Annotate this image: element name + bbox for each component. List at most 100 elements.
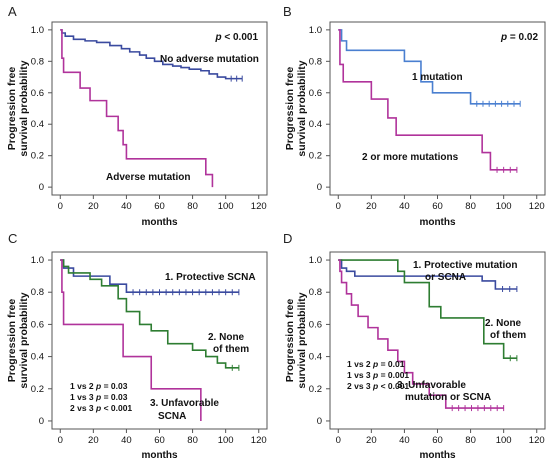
panel-d-xtick-label: 20 [366, 435, 377, 446]
panel-b-ytick-label: 0.2 [309, 151, 322, 162]
panel-d-comparison-part-1: p [372, 381, 378, 391]
panel-c-comparison: 1 vs 2 p = 0.03 [70, 381, 128, 391]
panel-c-ytick-label: 0.4 [31, 352, 44, 363]
panel-d-curve-label: 2. None [485, 318, 522, 329]
panel-d-ylabel: Progression freesurvival probability [284, 292, 308, 388]
panel-c-series-3-curve [60, 259, 202, 421]
panel-d-curve-label: mutation or SCNA [405, 392, 491, 403]
panel-a-ytick-label: 0 [39, 182, 44, 193]
panel-d-ytick-label: 1.0 [309, 255, 322, 266]
panel-b-xtick-label: 0 [336, 201, 341, 212]
panel-c-curve-label: 2. None [208, 332, 245, 343]
panel-c-comparison: 1 vs 3 p = 0.03 [70, 392, 128, 402]
panel-c-comparison-part-2: = 0.03 [101, 381, 128, 391]
panel-c-ytick-label: 0 [39, 416, 44, 427]
panel-c-xtick-label: 0 [58, 435, 63, 446]
panel-d-comparison-part-2: = 0.001 [378, 370, 409, 380]
panel-d-xlabel: months [419, 450, 456, 461]
panel-a-xtick-label: 120 [251, 201, 267, 212]
panel-d-comparison-part-1: p [372, 370, 378, 380]
panel-d-letter: D [283, 231, 292, 246]
panel-c-ytick-label: 0.2 [31, 384, 44, 395]
panel-c-xlabel: months [141, 450, 178, 461]
panel-d-series-1-curve [338, 259, 517, 290]
panel-a-xtick-label: 40 [121, 201, 132, 212]
panel-a-pvalue-part-0: p [214, 32, 221, 43]
panel-b-ylabel: Progression freesurvival probability [284, 60, 308, 156]
panel-d-curve-label: of them [490, 330, 526, 341]
panel-d-comparison-part-0: 1 vs 3 [347, 370, 373, 380]
panel-a-xtick-label: 80 [187, 201, 198, 212]
panel-b-xtick-label: 40 [399, 201, 410, 212]
panel-b-xtick-label: 20 [366, 201, 377, 212]
panel-b-ytick-label: 0.6 [309, 88, 322, 99]
panel-a-pvalue-part-1: < 0.001 [222, 32, 259, 43]
panel-d-ytick-label: 0.2 [309, 384, 322, 395]
panel-b-xlabel: months [419, 217, 456, 228]
panel-d-comparison: 2 vs 3 p < 0.001 [347, 381, 409, 391]
panel-d-series-2-curve [338, 259, 517, 359]
panel-d-ylabel-line: Progression free [284, 299, 296, 383]
panel-d-xtick-label: 0 [336, 435, 341, 446]
panel-c-curve-label: 3. Unfavorable [150, 398, 219, 409]
panel-d-series-3-curve [338, 259, 504, 409]
panel-a-xlabel: months [141, 217, 178, 228]
panel-d-curve-label: 3. Unfavorable [397, 380, 466, 391]
panel-c-ylabel-line: Progression free [6, 299, 18, 383]
panel-a-xtick-label: 20 [88, 201, 99, 212]
panel-b-letter: B [283, 4, 292, 19]
panel-d-comparison: 1 vs 3 p = 0.001 [347, 370, 409, 380]
panel-b-ytick-label: 1.0 [309, 25, 322, 36]
panel-d-ytick-label: 0 [317, 416, 322, 427]
panel-b-ytick-label: 0 [317, 182, 322, 193]
panel-d-ytick-label: 0.8 [309, 287, 322, 298]
panel-c-curve-label: of them [213, 344, 249, 355]
panel-d-comparison-part-2: < 0.001 [378, 381, 409, 391]
panel-c-comparison-part-0: 2 vs 3 [70, 403, 96, 413]
panel-c-xtick-label: 120 [251, 435, 267, 446]
panel-a-ytick-label: 0.4 [31, 119, 44, 130]
panel-a-ylabel-line: survival probability [18, 60, 30, 156]
panel-b-series-1-curve [338, 29, 521, 105]
panel-a-ytick-label: 0.2 [31, 151, 44, 162]
panel-b: B 0 0.2 0.4 0.6 0.8 1.0 0 20 40 60 80 100 120 Progress… [283, 4, 546, 228]
panel-b-series-2-curve [338, 29, 517, 171]
panel-c-comparison-part-1: p [95, 403, 101, 413]
panel-c-xtick-label: 20 [88, 435, 99, 446]
panel-a-ytick-label: 1.0 [31, 25, 44, 36]
panel-c-series-2-curve [60, 259, 239, 369]
panel-d-xtick-label: 80 [465, 435, 476, 446]
panel-b-pvalue-part-1: = 0.02 [507, 32, 538, 43]
panel-b-ytick-label: 0.4 [309, 119, 322, 130]
panel-c-ylabel: Progression freesurvival probability [6, 292, 30, 388]
panel-c-xtick-label: 100 [218, 435, 234, 446]
panel-c-ylabel-line: survival probability [18, 292, 30, 388]
panel-b-curve-label: 1 mutation [412, 72, 463, 83]
panel-a-series-2-curve [60, 29, 214, 188]
panel-a-letter: A [8, 4, 17, 19]
panel-b-xtick-label: 120 [529, 201, 545, 212]
panel-b-pvalue-part-0: p [500, 32, 507, 43]
panel-d: D 0 0.2 0.4 0.6 0.8 1.0 0 20 40 60 80 100 120 Progress… [283, 231, 546, 461]
panel-a: A 0 0.2 0.4 0.6 0.8 1.0 0 20 40 60 80 100 120 Progress… [6, 4, 268, 228]
panel-c-comparison-part-1: p [95, 392, 101, 402]
panel-d-comparison-part-0: 1 vs 2 [347, 359, 373, 369]
panel-c: C 0 0.2 0.4 0.6 0.8 1.0 0 20 40 60 80 100 120 Progress… [6, 231, 268, 461]
panel-b-ylabel-line: survival probability [296, 60, 308, 156]
panel-b-ylabel-line: Progression free [284, 67, 296, 151]
panel-a-ylabel: Progression freesurvival probability [6, 60, 30, 156]
panel-c-ytick-label: 1.0 [31, 255, 44, 266]
panel-c-comparison-part-0: 1 vs 2 [70, 381, 96, 391]
panel-d-ylabel-line: survival probability [296, 292, 308, 388]
panel-d-comparison-part-1: p [372, 359, 378, 369]
panel-d-xtick-label: 40 [399, 435, 410, 446]
panel-d-xtick-label: 120 [529, 435, 545, 446]
panel-b-xtick-label: 60 [432, 201, 443, 212]
panel-a-xtick-label: 60 [154, 201, 165, 212]
panel-c-curve-label: SCNA [158, 411, 186, 422]
panel-d-ytick-label: 0.6 [309, 319, 322, 330]
panel-c-letter: C [8, 231, 17, 246]
panel-c-ytick-label: 0.8 [31, 287, 44, 298]
panel-c-curve-label: 1. Protective SCNA [165, 272, 256, 283]
